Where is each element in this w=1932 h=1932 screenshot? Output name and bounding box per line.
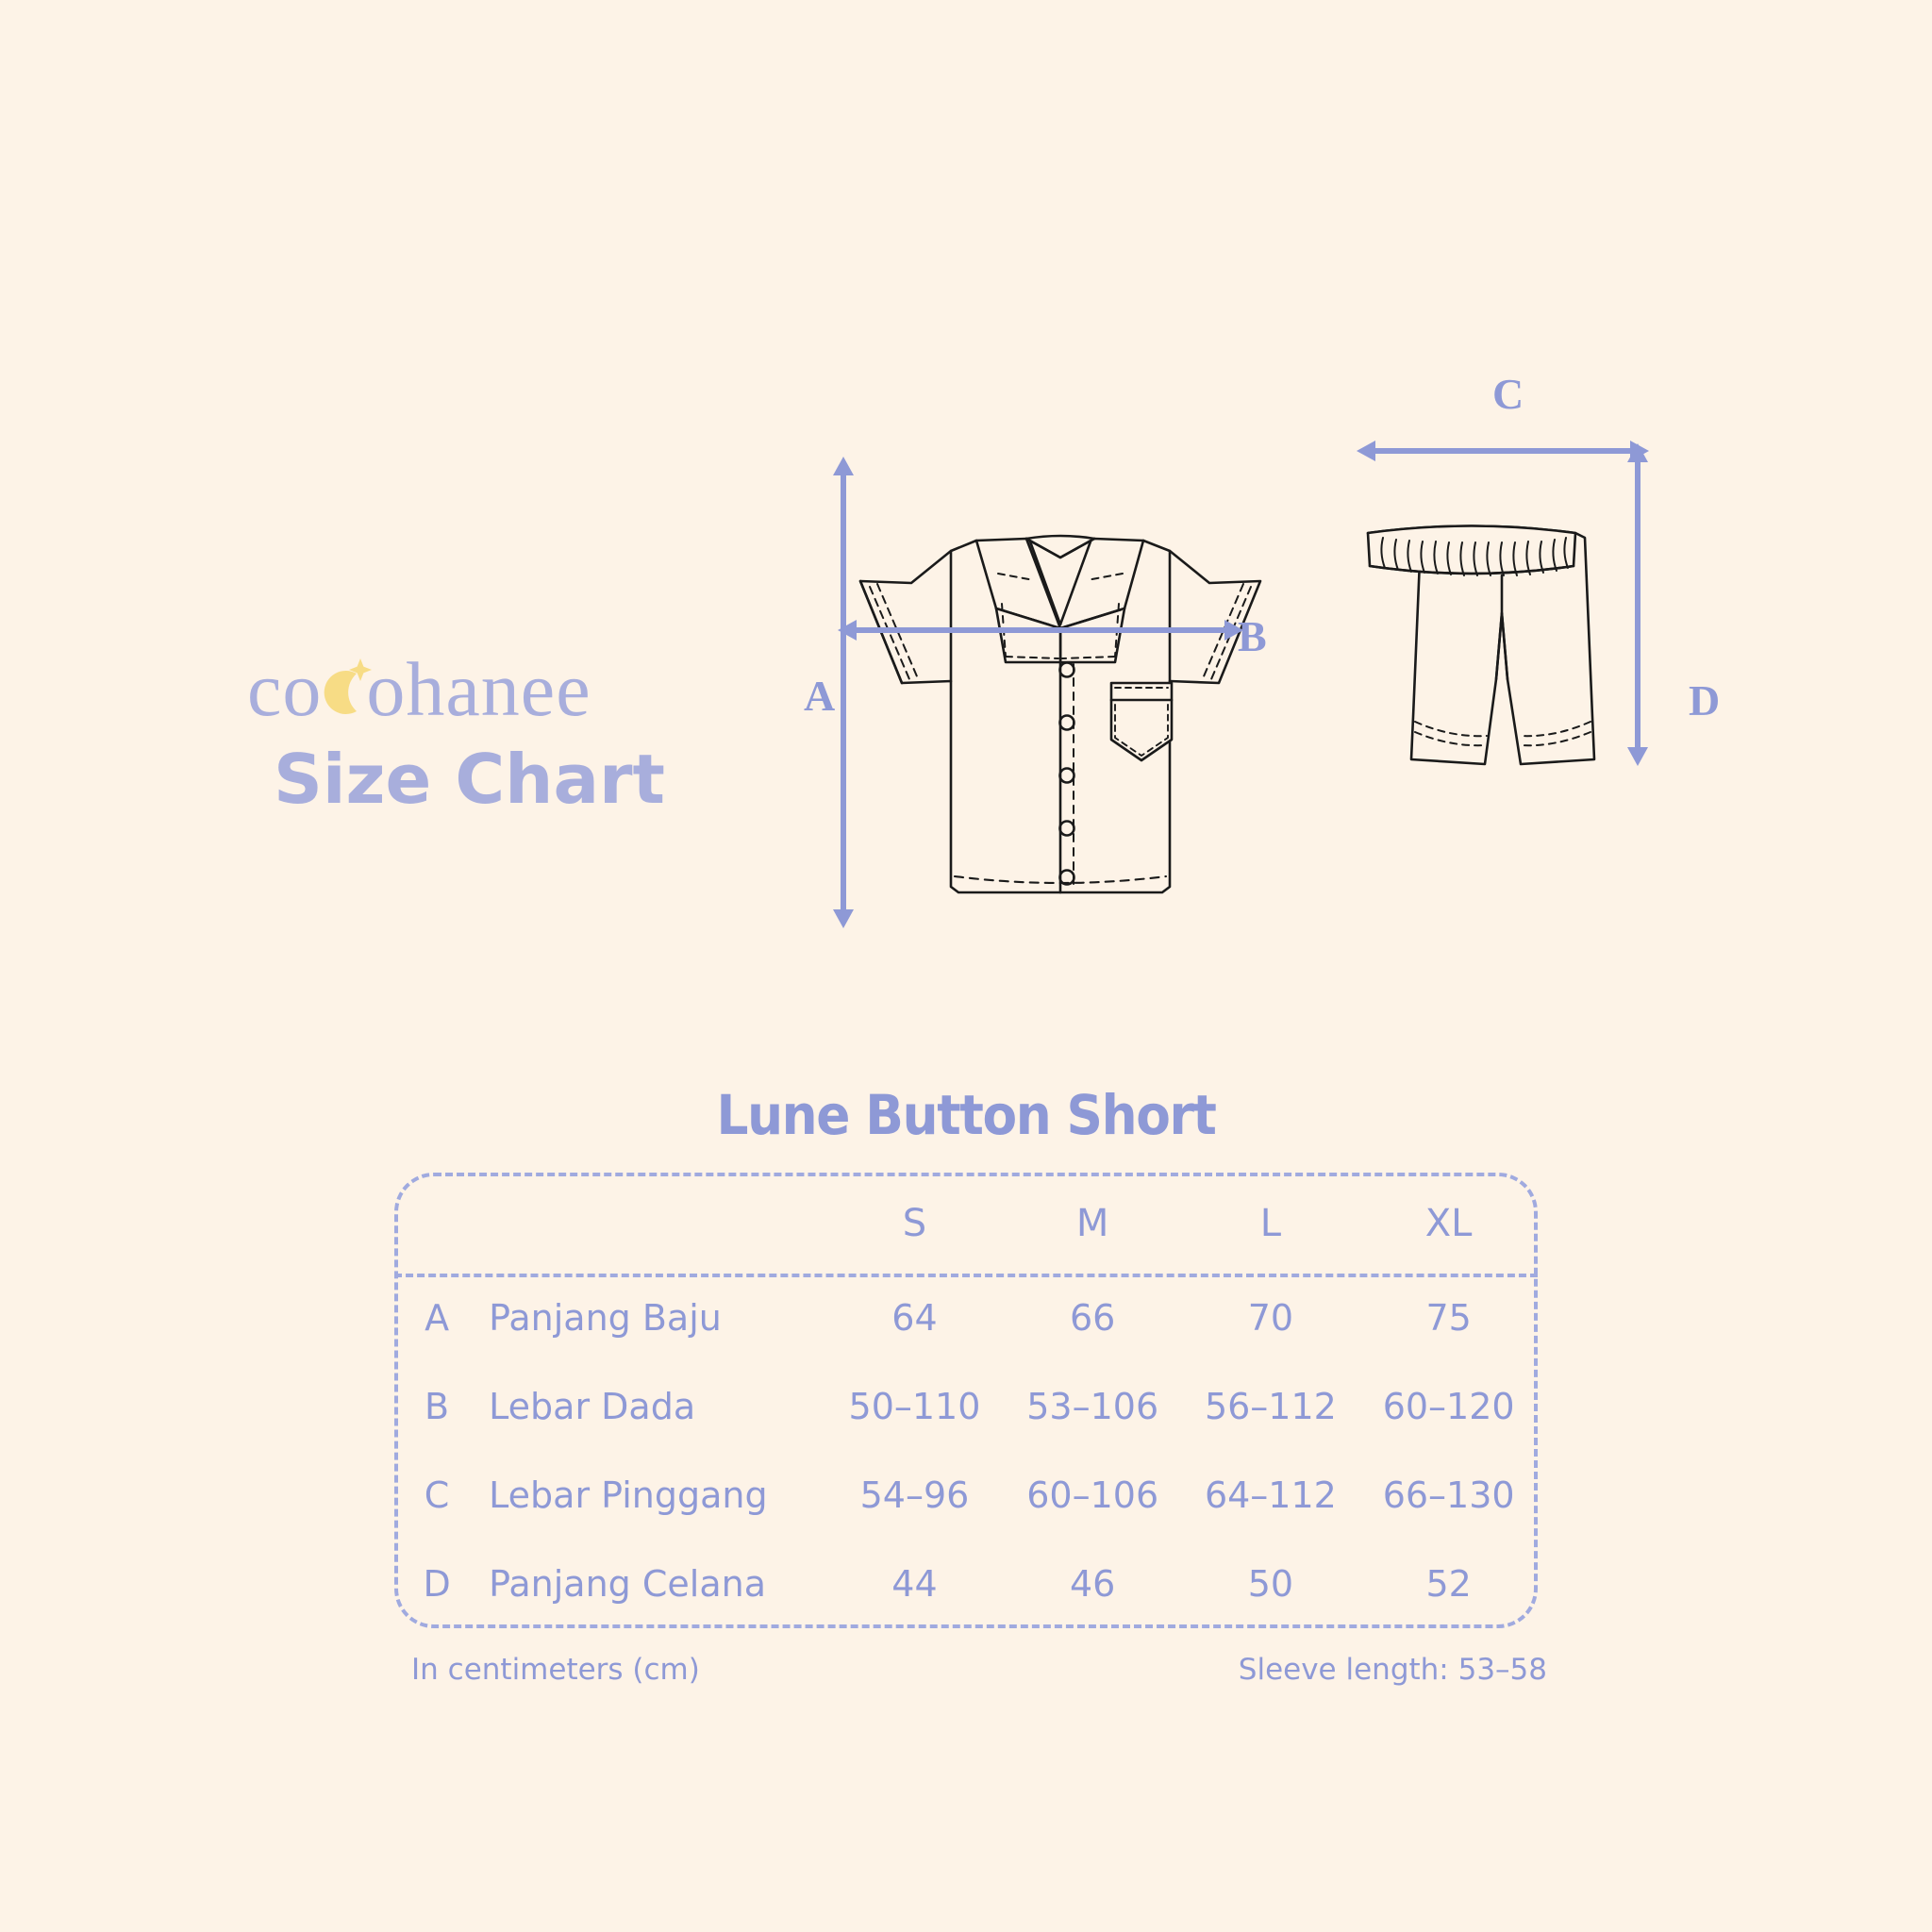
cell-s: 54–96 bbox=[859, 1474, 970, 1516]
brand-block: co ohanee Size Chart bbox=[247, 651, 738, 820]
shorts-diagram bbox=[1366, 525, 1596, 766]
dimension-label-a: A bbox=[804, 672, 836, 720]
dimension-arrow-a bbox=[833, 457, 854, 928]
cell-xl: 66–130 bbox=[1382, 1474, 1515, 1516]
header-size-m: M bbox=[1075, 1201, 1109, 1245]
cell-l: 56–112 bbox=[1204, 1386, 1337, 1427]
table-head: S M L XL bbox=[394, 1173, 1538, 1274]
cell-s: 64 bbox=[891, 1297, 938, 1339]
row-code: B bbox=[425, 1386, 450, 1427]
brand-name-part2: ohanee bbox=[366, 646, 591, 732]
footnote-sleeve-length: Sleeve length: 53–58 bbox=[1238, 1653, 1547, 1687]
header-size-s: S bbox=[902, 1201, 927, 1245]
table-body: A Panjang Baju 64 66 70 75 B Lebar Dada … bbox=[394, 1274, 1538, 1628]
cell-s: 50–110 bbox=[848, 1386, 981, 1427]
header-size-xl: XL bbox=[1424, 1201, 1473, 1245]
row-label: Panjang Baju bbox=[489, 1297, 722, 1339]
row-label: Panjang Celana bbox=[489, 1563, 766, 1605]
table-row: B Lebar Dada 50–110 53–106 56–112 60–120 bbox=[394, 1362, 1538, 1451]
cell-m: 60–106 bbox=[1026, 1474, 1159, 1516]
dimension-label-b: B bbox=[1238, 612, 1267, 660]
product-title: Lune Button Short bbox=[716, 1083, 1216, 1147]
garment-illustrations: A B bbox=[804, 373, 1811, 934]
row-code: D bbox=[423, 1563, 451, 1605]
row-code: A bbox=[425, 1297, 450, 1339]
dimension-label-d: D bbox=[1689, 676, 1721, 724]
cell-m: 53–106 bbox=[1026, 1386, 1159, 1427]
size-chart-table: S M L XL A Panjang Baju 64 66 70 75 B Le… bbox=[394, 1173, 1538, 1628]
cell-m: 46 bbox=[1070, 1563, 1116, 1605]
cell-l: 50 bbox=[1247, 1563, 1294, 1605]
cell-s: 44 bbox=[891, 1563, 938, 1605]
cell-m: 66 bbox=[1070, 1297, 1116, 1339]
cell-xl: 75 bbox=[1425, 1297, 1472, 1339]
row-label: Lebar Dada bbox=[489, 1386, 696, 1427]
table-row: A Panjang Baju 64 66 70 75 bbox=[394, 1274, 1538, 1362]
dimension-label-c: C bbox=[1492, 370, 1524, 418]
row-label: Lebar Pinggang bbox=[489, 1474, 768, 1516]
table-header-row: S M L XL bbox=[394, 1173, 1538, 1274]
shirt-diagram bbox=[858, 534, 1262, 894]
table-row: C Lebar Pinggang 54–96 60–106 64–112 66–… bbox=[394, 1451, 1538, 1540]
header-code-col bbox=[394, 1173, 479, 1274]
cell-l: 70 bbox=[1247, 1297, 1294, 1339]
dimension-arrow-c bbox=[1357, 441, 1649, 461]
shirt-figure: A B bbox=[804, 443, 1302, 939]
table-dashed-border bbox=[394, 1173, 1538, 1628]
table-row: D Panjang Celana 44 46 50 52 bbox=[394, 1540, 1538, 1628]
crescent-moon-sparkle-icon bbox=[322, 658, 373, 715]
brand-subtitle: Size Chart bbox=[274, 740, 665, 819]
header-size-l: L bbox=[1259, 1201, 1282, 1245]
dimension-arrow-b bbox=[838, 620, 1243, 641]
size-chart-table-wrap: S M L XL A Panjang Baju 64 66 70 75 B Le… bbox=[394, 1173, 1538, 1628]
row-code: C bbox=[424, 1474, 450, 1516]
table-header-divider bbox=[394, 1274, 1538, 1277]
footnote-units: In centimeters (cm) bbox=[411, 1653, 700, 1687]
cell-xl: 52 bbox=[1425, 1563, 1472, 1605]
cell-l: 64–112 bbox=[1204, 1474, 1337, 1516]
header-name-col bbox=[479, 1173, 825, 1274]
brand-name-part1: co bbox=[247, 646, 323, 732]
brand-wordmark: co ohanee bbox=[247, 651, 738, 728]
dimension-arrow-d bbox=[1627, 443, 1648, 766]
cell-xl: 60–120 bbox=[1382, 1386, 1515, 1427]
